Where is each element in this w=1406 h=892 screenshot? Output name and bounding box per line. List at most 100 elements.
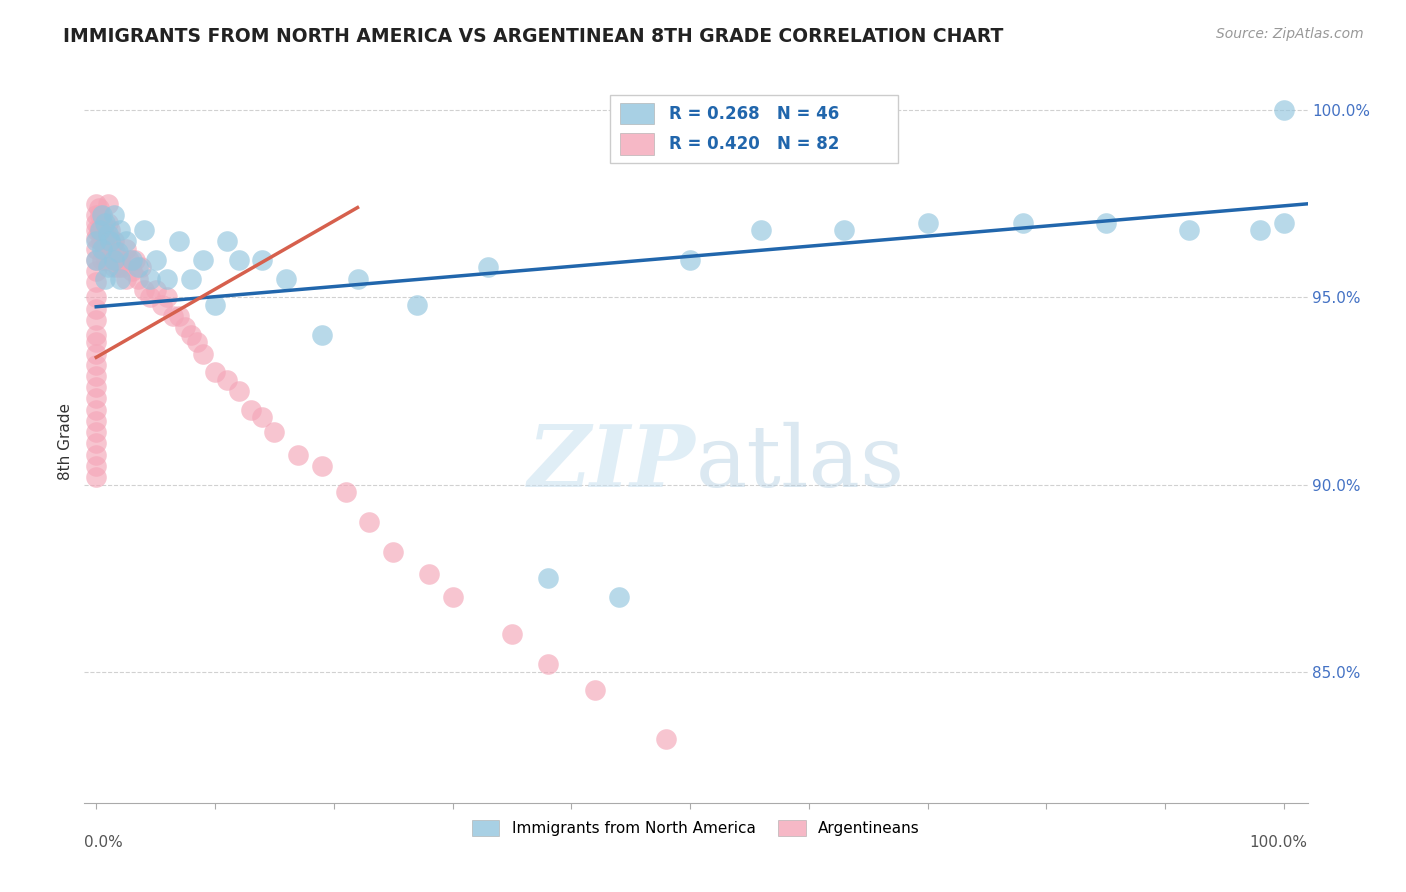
- Immigrants from North America: [311, 327, 333, 342]
- Argentineans: [107, 260, 129, 275]
- Argentineans: [84, 290, 107, 304]
- Argentineans: [287, 448, 309, 462]
- Immigrants from North America: [228, 252, 250, 267]
- Argentineans: [93, 223, 115, 237]
- Argentineans: [84, 215, 107, 229]
- Immigrants from North America: [834, 223, 856, 237]
- Immigrants from North America: [1011, 215, 1033, 229]
- Argentineans: [311, 458, 333, 473]
- Immigrants from North America: [108, 271, 131, 285]
- Immigrants from North America: [121, 252, 143, 267]
- Argentineans: [127, 271, 149, 285]
- Argentineans: [111, 260, 134, 275]
- Immigrants from North America: [145, 252, 167, 267]
- Argentineans: [84, 242, 107, 256]
- Argentineans: [124, 252, 146, 267]
- Argentineans: [84, 436, 107, 450]
- Immigrants from North America: [477, 260, 499, 275]
- Immigrants from North America: [917, 215, 939, 229]
- Argentineans: [84, 208, 107, 222]
- Argentineans: [150, 298, 173, 312]
- Immigrants from North America: [91, 208, 114, 222]
- Argentineans: [84, 448, 107, 462]
- Immigrants from North America: [679, 252, 702, 267]
- Argentineans: [91, 252, 114, 267]
- Immigrants from North America: [1272, 103, 1295, 118]
- Immigrants from North America: [1272, 215, 1295, 229]
- Argentineans: [84, 369, 107, 384]
- Immigrants from North America: [91, 242, 114, 256]
- Argentineans: [108, 252, 131, 267]
- Argentineans: [215, 373, 238, 387]
- Argentineans: [180, 327, 202, 342]
- Argentineans: [84, 402, 107, 417]
- Immigrants from North America: [215, 234, 238, 248]
- Text: R = 0.420   N = 82: R = 0.420 N = 82: [669, 135, 839, 153]
- Y-axis label: 8th Grade: 8th Grade: [58, 403, 73, 480]
- Immigrants from North America: [156, 271, 179, 285]
- Argentineans: [90, 234, 112, 248]
- Text: 0.0%: 0.0%: [84, 835, 124, 850]
- Argentineans: [96, 234, 118, 248]
- Text: Source: ZipAtlas.com: Source: ZipAtlas.com: [1216, 27, 1364, 41]
- Argentineans: [335, 485, 357, 500]
- Immigrants from North America: [536, 571, 558, 585]
- Immigrants from North America: [97, 227, 120, 241]
- Argentineans: [204, 365, 226, 379]
- Argentineans: [145, 283, 167, 297]
- Immigrants from North America: [204, 298, 226, 312]
- Text: IMMIGRANTS FROM NORTH AMERICA VS ARGENTINEAN 8TH GRADE CORRELATION CHART: IMMIGRANTS FROM NORTH AMERICA VS ARGENTI…: [63, 27, 1004, 45]
- Argentineans: [84, 380, 107, 394]
- FancyBboxPatch shape: [610, 95, 898, 163]
- Argentineans: [191, 346, 214, 360]
- Argentineans: [94, 252, 117, 267]
- Immigrants from North America: [97, 260, 120, 275]
- Immigrants from North America: [103, 208, 125, 222]
- Immigrants from North America: [1249, 223, 1271, 237]
- Immigrants from North America: [115, 234, 138, 248]
- Argentineans: [89, 208, 111, 222]
- Legend: Immigrants from North America, Argentineans: Immigrants from North America, Argentine…: [465, 814, 927, 842]
- Argentineans: [132, 283, 155, 297]
- Immigrants from North America: [1094, 215, 1116, 229]
- Immigrants from North America: [191, 252, 214, 267]
- Text: ZIP: ZIP: [529, 421, 696, 505]
- Argentineans: [118, 252, 141, 267]
- Argentineans: [655, 732, 678, 747]
- Immigrants from North America: [138, 271, 160, 285]
- Immigrants from North America: [169, 234, 191, 248]
- FancyBboxPatch shape: [620, 133, 654, 154]
- Argentineans: [84, 276, 107, 290]
- Argentineans: [97, 196, 120, 211]
- Argentineans: [93, 242, 115, 256]
- Immigrants from North America: [749, 223, 772, 237]
- Immigrants from North America: [93, 271, 115, 285]
- Argentineans: [84, 230, 107, 244]
- Immigrants from North America: [103, 252, 125, 267]
- Argentineans: [121, 264, 143, 278]
- Argentineans: [100, 223, 122, 237]
- Argentineans: [138, 290, 160, 304]
- Argentineans: [87, 223, 110, 237]
- Argentineans: [418, 567, 440, 582]
- Immigrants from North America: [132, 223, 155, 237]
- Argentineans: [103, 260, 125, 275]
- Argentineans: [382, 545, 405, 559]
- Argentineans: [91, 215, 114, 229]
- Argentineans: [87, 201, 110, 215]
- Argentineans: [84, 301, 107, 316]
- Immigrants from North America: [127, 260, 149, 275]
- Argentineans: [239, 402, 262, 417]
- Argentineans: [501, 627, 523, 641]
- Argentineans: [84, 252, 107, 267]
- Argentineans: [228, 384, 250, 398]
- Argentineans: [441, 590, 464, 604]
- Argentineans: [84, 358, 107, 372]
- Argentineans: [583, 683, 606, 698]
- Argentineans: [536, 657, 558, 672]
- Argentineans: [84, 392, 107, 406]
- Immigrants from North America: [100, 234, 122, 248]
- Immigrants from North America: [1178, 223, 1201, 237]
- Argentineans: [84, 346, 107, 360]
- Argentineans: [186, 335, 208, 350]
